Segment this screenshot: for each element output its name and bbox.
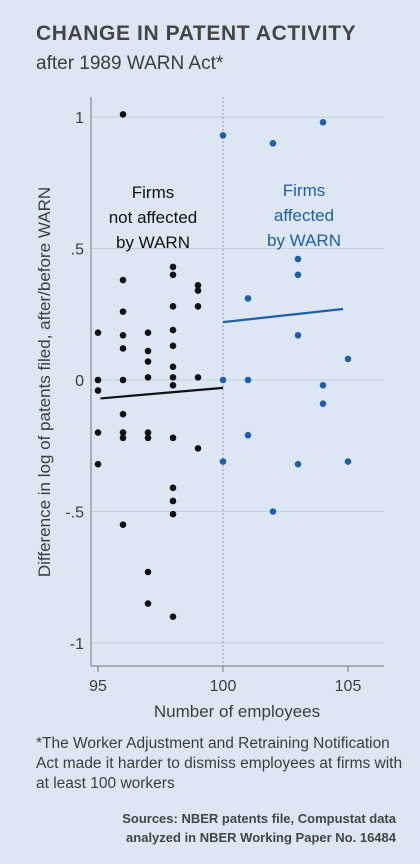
annotation-not-affected: not affected	[109, 208, 198, 227]
data-point-affected	[219, 132, 227, 139]
data-point-not-affected	[194, 303, 202, 310]
data-point-affected	[244, 376, 252, 384]
data-point-affected	[244, 295, 252, 302]
data-point-not-affected	[119, 521, 127, 528]
data-point-affected	[294, 460, 302, 468]
trend-line-affected	[222, 307, 344, 324]
axes: 1 .5 0 -.5 -1 95 100 105	[65, 97, 384, 695]
data-point-not-affected	[169, 342, 177, 350]
grid-lines	[91, 116, 384, 644]
sources-line-2: analyzed in NBER Working Paper No. 16484	[126, 830, 396, 845]
sources: Sources: NBER patents file, Compustat da…	[26, 809, 396, 847]
data-points	[94, 111, 352, 620]
data-point-affected	[319, 118, 327, 126]
y-tick-label: 1	[75, 110, 84, 127]
x-tick-label: 105	[335, 678, 362, 695]
data-point-affected	[219, 376, 227, 384]
data-point-affected	[269, 508, 277, 515]
data-point-affected	[319, 400, 327, 407]
data-point-not-affected	[119, 308, 127, 315]
data-point-not-affected	[119, 429, 127, 436]
data-point-not-affected	[169, 381, 177, 389]
data-point-not-affected	[144, 600, 152, 607]
trend-lines	[100, 307, 344, 400]
data-point-not-affected	[119, 331, 127, 339]
data-point-not-affected	[169, 497, 177, 505]
data-point-not-affected	[169, 510, 177, 518]
annotations: Firms not affected by WARN Firms affected by …	[109, 181, 341, 252]
data-point-not-affected	[119, 276, 127, 284]
data-point-affected	[294, 271, 302, 279]
data-point-not-affected	[169, 363, 177, 371]
data-point-not-affected	[194, 282, 202, 289]
data-point-not-affected	[169, 613, 177, 620]
data-point-not-affected	[94, 329, 102, 336]
data-point-not-affected	[194, 287, 202, 294]
annotation-affected: by WARN	[267, 231, 341, 250]
data-point-not-affected	[94, 387, 102, 394]
annotation-not-affected: Firms	[132, 183, 174, 202]
data-point-affected	[269, 140, 277, 147]
data-point-affected	[344, 355, 352, 363]
y-tick-label: -.5	[65, 505, 84, 522]
sources-line-1: Sources: NBER patents file, Compustat da…	[122, 811, 396, 826]
data-point-not-affected	[169, 263, 177, 271]
data-point-not-affected	[144, 347, 152, 355]
data-point-not-affected	[119, 376, 127, 384]
y-tick-label: .5	[71, 242, 84, 259]
chart-title: CHANGE IN PATENT ACTIVITY	[36, 22, 357, 45]
data-point-not-affected	[119, 111, 127, 118]
data-point-affected	[219, 458, 227, 465]
data-point-not-affected	[94, 376, 102, 384]
data-point-affected	[294, 331, 302, 339]
data-point-not-affected	[169, 271, 177, 279]
y-axis-label: Difference in log of patents filed, afte…	[35, 187, 54, 577]
y-tick-label: 0	[75, 373, 84, 390]
data-point-not-affected	[144, 568, 152, 576]
annotation-affected: affected	[274, 206, 334, 225]
data-point-affected	[294, 255, 302, 263]
data-point-not-affected	[169, 326, 177, 334]
data-point-affected	[244, 431, 252, 439]
data-point-not-affected	[169, 484, 177, 492]
y-tick-label: -1	[70, 636, 84, 653]
data-point-not-affected	[144, 358, 152, 365]
footnote: *The Worker Adjustment and Retraining No…	[36, 735, 403, 792]
annotation-not-affected: by WARN	[116, 233, 190, 252]
plot-area	[91, 97, 384, 666]
data-point-not-affected	[144, 329, 152, 336]
annotation-affected: Firms	[283, 181, 325, 200]
data-point-not-affected	[94, 460, 102, 468]
x-tick-label: 95	[89, 678, 107, 695]
data-point-not-affected	[119, 434, 127, 442]
data-point-not-affected	[144, 434, 152, 442]
trend-line-not-affected	[100, 386, 224, 400]
data-point-not-affected	[119, 410, 127, 418]
x-tick-label: 100	[210, 678, 237, 695]
data-point-affected	[319, 381, 327, 389]
data-point-not-affected	[169, 303, 177, 310]
data-point-not-affected	[119, 345, 127, 352]
data-point-not-affected	[194, 374, 202, 381]
data-point-not-affected	[169, 434, 177, 442]
data-point-not-affected	[144, 429, 152, 436]
data-point-not-affected	[144, 374, 152, 381]
x-axis-label: Number of employees	[154, 702, 320, 721]
data-point-not-affected	[169, 374, 177, 381]
data-point-not-affected	[194, 445, 202, 452]
data-point-not-affected	[94, 429, 102, 436]
chart-subtitle: after 1989 WARN Act*	[36, 53, 224, 74]
scatter-chart: 1 .5 0 -.5 -1 95 100 105 Firms not affected by WA…	[35, 97, 384, 721]
data-point-affected	[344, 458, 352, 465]
